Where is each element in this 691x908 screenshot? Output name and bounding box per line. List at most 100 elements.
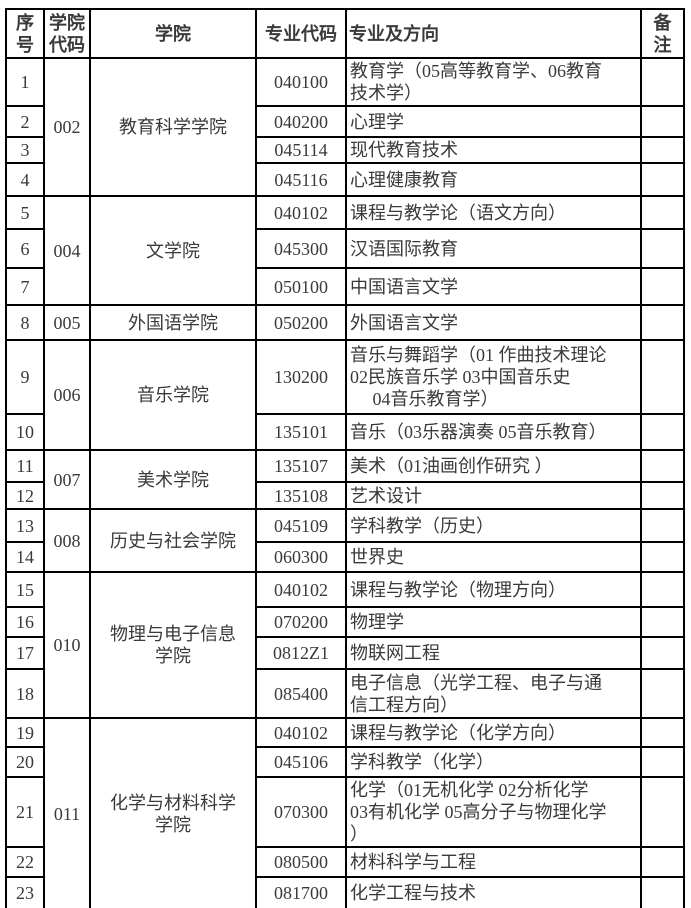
table-row: 6 045300 汉语国际教育 <box>5 228 685 269</box>
major-code-cell: 080500 <box>255 846 347 878</box>
major-cell: 电子信息（光学工程、电子与通 信工程方向） <box>345 668 642 719</box>
major-code-cell: 040100 <box>255 57 347 107</box>
major-code-cell: 040102 <box>255 717 347 748</box>
serial-number-cell: 17 <box>5 636 45 670</box>
serial-number-cell: 9 <box>5 339 45 415</box>
serial-number-cell: 6 <box>5 228 45 269</box>
table-row: 15 010 物理与电子信息 学院 040102 课程与教学论（物理方向） <box>5 571 685 719</box>
note-cell <box>640 481 685 510</box>
major-code-cell: 045116 <box>255 162 347 197</box>
major-cell: 教育学（05高等教育学、06教育 技术学） <box>345 57 642 107</box>
serial-number-cell: 7 <box>5 267 45 306</box>
serial-number-cell: 23 <box>5 876 45 908</box>
major-code-cell: 040200 <box>255 105 347 138</box>
major-cell: 汉语国际教育 <box>345 228 642 269</box>
note-cell <box>640 304 685 341</box>
major-cell: 物理学 <box>345 606 642 638</box>
college-name-cell: 美术学院 <box>89 449 257 510</box>
header-row: 序 号 学院 代码 学院 专业代码 专业及方向 备 注 <box>5 8 685 59</box>
college-code-cell: 002 <box>43 57 91 197</box>
table-row: 16 070200 物理学 <box>5 606 685 638</box>
college-code-cell: 008 <box>43 508 91 573</box>
major-cell: 音乐与舞蹈学（01 作曲技术理论 02民族音乐学 03中国音乐史 04音乐教育学… <box>345 339 642 415</box>
college-name-cell: 历史与社会学院 <box>89 508 257 573</box>
major-cell: 中国语言文学 <box>345 267 642 306</box>
header-college-code: 学院 代码 <box>43 8 91 59</box>
table-row: 21 070300 化学（01无机化学 02分析化学 03有机化学 05高分子与物理… <box>5 776 685 848</box>
table-row: 7 050100 中国语言文学 <box>5 267 685 306</box>
major-code-cell: 040102 <box>255 571 347 608</box>
major-cell: 艺术设计 <box>345 481 642 510</box>
table-row: 2 040200 心理学 <box>5 105 685 138</box>
header-college-name: 学院 <box>89 8 257 59</box>
major-cell: 学科教学（历史） <box>345 508 642 543</box>
college-code-cell: 004 <box>43 195 91 306</box>
note-cell <box>640 571 685 608</box>
major-code-cell: 070300 <box>255 776 347 848</box>
table-row: 5 004 文学院 040102 课程与教学论（语文方向） <box>5 195 685 306</box>
serial-number-cell: 22 <box>5 846 45 878</box>
serial-number-cell: 1 <box>5 57 45 107</box>
major-cell: 物联网工程 <box>345 636 642 670</box>
note-cell <box>640 606 685 638</box>
note-cell <box>640 776 685 848</box>
major-cell: 现代教育技术 <box>345 136 642 164</box>
college-name-cell: 音乐学院 <box>89 339 257 451</box>
table-row: 20 045106 学科教学（化学） <box>5 746 685 778</box>
note-cell <box>640 267 685 306</box>
serial-number-cell: 10 <box>5 413 45 451</box>
major-cell: 世界史 <box>345 541 642 573</box>
major-cell: 化学（01无机化学 02分析化学 03有机化学 05高分子与物理化学 ） <box>345 776 642 848</box>
serial-number-cell: 14 <box>5 541 45 573</box>
table-row: 13 008 历史与社会学院 045109 学科教学（历史） <box>5 508 685 573</box>
table-row: 19 011 化学与材料科学 学院 040102 课程与教学论（化学方向） <box>5 717 685 908</box>
serial-number-cell: 4 <box>5 162 45 197</box>
college-name-cell: 文学院 <box>89 195 257 306</box>
table-row: 23 081700 化学工程与技术 <box>5 876 685 908</box>
major-code-cell: 130200 <box>255 339 347 415</box>
college-code-cell: 006 <box>43 339 91 451</box>
serial-number-cell: 12 <box>5 481 45 510</box>
major-cell: 美术（01油画创作研究 ） <box>345 449 642 483</box>
serial-number-cell: 5 <box>5 195 45 230</box>
college-code-cell: 011 <box>43 717 91 908</box>
serial-number-cell: 8 <box>5 304 45 341</box>
major-cell: 课程与教学论（化学方向） <box>345 717 642 748</box>
note-cell <box>640 162 685 197</box>
serial-number-cell: 2 <box>5 105 45 138</box>
header-serial-number: 序 号 <box>5 8 45 59</box>
table-row: 9 006 音乐学院 130200 音乐与舞蹈学（01 作曲技术理论 02民族音乐学 0… <box>5 339 685 451</box>
table-row: 11 007 美术学院 135107 美术（01油画创作研究 ） <box>5 449 685 510</box>
note-cell <box>640 413 685 451</box>
table-row: 3 045114 现代教育技术 <box>5 136 685 164</box>
table-body: 1 002 教育科学学院 040100 教育学（05高等教育学、06教育 技术学） 2 04… <box>5 57 685 908</box>
note-cell <box>640 717 685 748</box>
college-name-cell: 化学与材料科学 学院 <box>89 717 257 908</box>
note-cell <box>640 195 685 230</box>
major-cell: 课程与教学论（语文方向） <box>345 195 642 230</box>
table-row: 12 135108 艺术设计 <box>5 481 685 510</box>
major-cell: 心理学 <box>345 105 642 138</box>
note-cell <box>640 876 685 908</box>
note-cell <box>640 746 685 778</box>
college-name-cell: 外国语学院 <box>89 304 257 341</box>
serial-number-cell: 11 <box>5 449 45 483</box>
table-row: 1 002 教育科学学院 040100 教育学（05高等教育学、06教育 技术学） <box>5 57 685 197</box>
major-code-cell: 060300 <box>255 541 347 573</box>
major-code-cell: 135108 <box>255 481 347 510</box>
table-row: 17 0812Z1 物联网工程 <box>5 636 685 670</box>
serial-number-cell: 19 <box>5 717 45 748</box>
college-code-cell: 007 <box>43 449 91 510</box>
table-row: 18 085400 电子信息（光学工程、电子与通 信工程方向） <box>5 668 685 719</box>
note-cell <box>640 57 685 107</box>
note-cell <box>640 541 685 573</box>
table-row: 22 080500 材料科学与工程 <box>5 846 685 878</box>
note-cell <box>640 339 685 415</box>
serial-number-cell: 13 <box>5 508 45 543</box>
major-code-cell: 045114 <box>255 136 347 164</box>
college-name-cell: 物理与电子信息 学院 <box>89 571 257 719</box>
note-cell <box>640 449 685 483</box>
major-cell: 音乐（03乐器演奏 05音乐教育） <box>345 413 642 451</box>
major-code-cell: 085400 <box>255 668 347 719</box>
